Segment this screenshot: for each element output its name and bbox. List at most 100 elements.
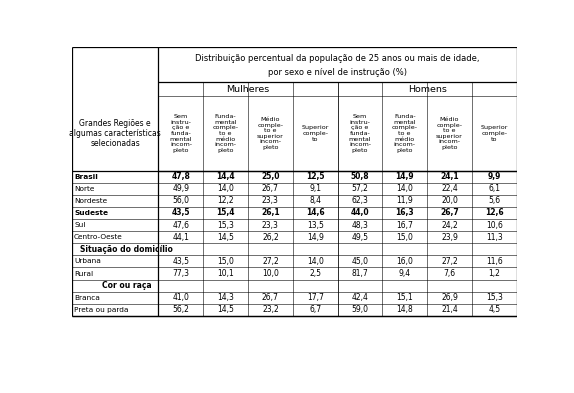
Text: 6,1: 6,1: [488, 184, 500, 193]
Text: Sul: Sul: [74, 222, 86, 228]
Text: 21,4: 21,4: [441, 305, 458, 314]
Text: 6,7: 6,7: [309, 305, 321, 314]
Text: Urbana: Urbana: [74, 259, 101, 264]
Text: 26,7: 26,7: [262, 293, 279, 302]
Text: 14,5: 14,5: [217, 305, 234, 314]
Text: 14,4: 14,4: [216, 172, 235, 181]
Text: 14,9: 14,9: [307, 233, 324, 242]
Text: 15,3: 15,3: [217, 220, 234, 230]
Text: 11,9: 11,9: [396, 196, 413, 206]
Text: Sem
instru-
ção e
funda-
mental
incom-
pleto: Sem instru- ção e funda- mental incom- p…: [348, 114, 371, 153]
Text: 14,0: 14,0: [307, 257, 324, 266]
Text: 15,4: 15,4: [216, 209, 235, 217]
Text: 43,5: 43,5: [172, 257, 189, 266]
Text: 20,0: 20,0: [441, 196, 458, 206]
Text: Nordeste: Nordeste: [74, 198, 107, 204]
Text: 14,8: 14,8: [396, 305, 413, 314]
Text: 25,0: 25,0: [261, 172, 280, 181]
Text: 26,2: 26,2: [262, 233, 279, 242]
Text: 13,5: 13,5: [307, 220, 324, 230]
Text: 49,5: 49,5: [351, 233, 369, 242]
Text: 14,0: 14,0: [217, 184, 234, 193]
Text: 56,0: 56,0: [172, 196, 189, 206]
Text: Norte: Norte: [74, 186, 95, 192]
Text: 12,5: 12,5: [306, 172, 324, 181]
Text: 26,7: 26,7: [440, 209, 459, 217]
Text: 11,6: 11,6: [486, 257, 503, 266]
Text: 15,1: 15,1: [396, 293, 413, 302]
Text: Mulheres: Mulheres: [226, 85, 270, 94]
Text: Preta ou parda: Preta ou parda: [74, 307, 129, 313]
Text: Situação do domicílio: Situação do domicílio: [80, 245, 173, 254]
Text: 44,1: 44,1: [172, 233, 189, 242]
Text: 8,4: 8,4: [309, 196, 321, 206]
Text: 9,9: 9,9: [487, 172, 501, 181]
Text: 14,3: 14,3: [217, 293, 234, 302]
Text: Rural: Rural: [74, 270, 93, 277]
Text: 77,3: 77,3: [172, 269, 189, 278]
Text: 14,0: 14,0: [396, 184, 413, 193]
Text: 26,9: 26,9: [441, 293, 458, 302]
Text: 16,3: 16,3: [395, 209, 414, 217]
Text: Distribuição percentual da população de 25 anos ou mais de idade,: Distribuição percentual da população de …: [195, 54, 480, 63]
Text: 81,7: 81,7: [351, 269, 369, 278]
Text: 23,3: 23,3: [262, 220, 279, 230]
Text: 10,0: 10,0: [262, 269, 279, 278]
Text: 5,6: 5,6: [488, 196, 501, 206]
Text: 50,8: 50,8: [351, 172, 369, 181]
Text: 41,0: 41,0: [172, 293, 189, 302]
Text: 48,3: 48,3: [351, 220, 369, 230]
Text: Superior
comple-
to: Superior comple- to: [301, 125, 329, 141]
Text: 9,1: 9,1: [309, 184, 321, 193]
Text: 15,3: 15,3: [486, 293, 503, 302]
Text: Cor ou raça: Cor ou raça: [102, 281, 152, 290]
Text: 2,5: 2,5: [309, 269, 321, 278]
Text: Brasil: Brasil: [74, 174, 98, 180]
Text: 47,8: 47,8: [172, 172, 191, 181]
Text: 59,0: 59,0: [351, 305, 369, 314]
Text: 23,2: 23,2: [262, 305, 279, 314]
Text: 17,7: 17,7: [307, 293, 324, 302]
Text: 9,4: 9,4: [398, 269, 411, 278]
Text: Branca: Branca: [74, 295, 100, 301]
Text: 7,6: 7,6: [443, 269, 456, 278]
Text: 57,2: 57,2: [351, 184, 369, 193]
Text: Centro-Oeste: Centro-Oeste: [74, 234, 123, 240]
Text: 43,5: 43,5: [172, 209, 190, 217]
Text: 1,2: 1,2: [488, 269, 500, 278]
Text: 47,6: 47,6: [172, 220, 189, 230]
Text: Homens: Homens: [408, 85, 447, 94]
Text: 26,1: 26,1: [261, 209, 280, 217]
Text: Funda-
mental
comple-
to e
médio
incom-
pleto: Funda- mental comple- to e médio incom- …: [391, 114, 418, 153]
Text: Sem
instru-
ção e
funda-
mental
incom-
pleto: Sem instru- ção e funda- mental incom- p…: [169, 114, 192, 153]
Text: 15,0: 15,0: [217, 257, 234, 266]
Text: 16,0: 16,0: [396, 257, 413, 266]
Text: Médio
comple-
to e
superior
incom-
pleto: Médio comple- to e superior incom- pleto: [436, 117, 463, 150]
Text: 24,1: 24,1: [440, 172, 459, 181]
Text: Médio
comple-
to e
superior
incom-
pleto: Médio comple- to e superior incom- pleto: [257, 117, 284, 150]
Text: 10,6: 10,6: [486, 220, 503, 230]
Text: 42,4: 42,4: [351, 293, 369, 302]
Text: 45,0: 45,0: [351, 257, 369, 266]
Text: 14,5: 14,5: [217, 233, 234, 242]
Text: 56,2: 56,2: [172, 305, 189, 314]
Text: 12,2: 12,2: [218, 196, 234, 206]
Text: 16,7: 16,7: [396, 220, 413, 230]
Text: 27,2: 27,2: [262, 257, 279, 266]
Text: Funda-
mental
comple-
to e
médio
incom-
pleto: Funda- mental comple- to e médio incom- …: [212, 114, 239, 153]
Text: Superior
comple-
to: Superior comple- to: [480, 125, 508, 141]
Text: 62,3: 62,3: [351, 196, 369, 206]
Text: 14,9: 14,9: [395, 172, 414, 181]
Text: 27,2: 27,2: [441, 257, 458, 266]
Text: 22,4: 22,4: [441, 184, 458, 193]
Text: Sudeste: Sudeste: [74, 210, 108, 216]
Text: 26,7: 26,7: [262, 184, 279, 193]
Text: 11,3: 11,3: [486, 233, 503, 242]
Text: 23,9: 23,9: [441, 233, 458, 242]
Text: 44,0: 44,0: [351, 209, 369, 217]
Text: 24,2: 24,2: [441, 220, 458, 230]
Text: 49,9: 49,9: [172, 184, 189, 193]
Text: 12,6: 12,6: [485, 209, 503, 217]
Text: 4,5: 4,5: [488, 305, 501, 314]
Text: 23,3: 23,3: [262, 196, 279, 206]
